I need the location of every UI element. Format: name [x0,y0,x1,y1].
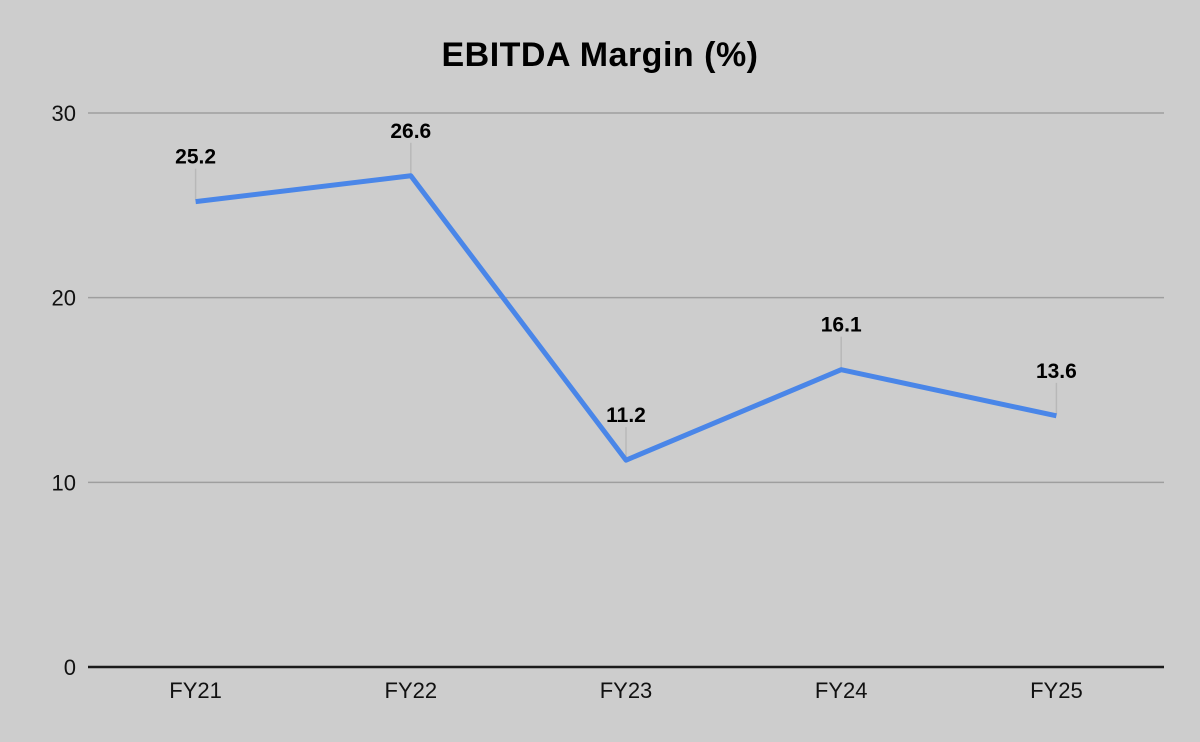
data-point-label: 16.1 [821,314,862,337]
x-tick-label: FY23 [600,678,653,703]
y-tick-label: 30 [52,101,76,126]
y-tick-label: 10 [52,470,76,495]
data-point-label: 25.2 [175,146,216,169]
x-tick-label: FY24 [815,678,868,703]
x-tick-label: FY21 [169,678,222,703]
y-tick-label: 0 [64,655,76,680]
x-tick-label: FY22 [385,678,438,703]
series-line [195,173,1057,463]
data-point-label: 11.2 [606,404,646,427]
x-tick-label: FY25 [1030,678,1083,703]
y-tick-label: 20 [52,286,76,311]
chart-title: EBITDA Margin (%) [441,36,759,74]
data-point-label: 13.6 [1036,360,1077,383]
data-point-label: 26.6 [390,120,431,143]
